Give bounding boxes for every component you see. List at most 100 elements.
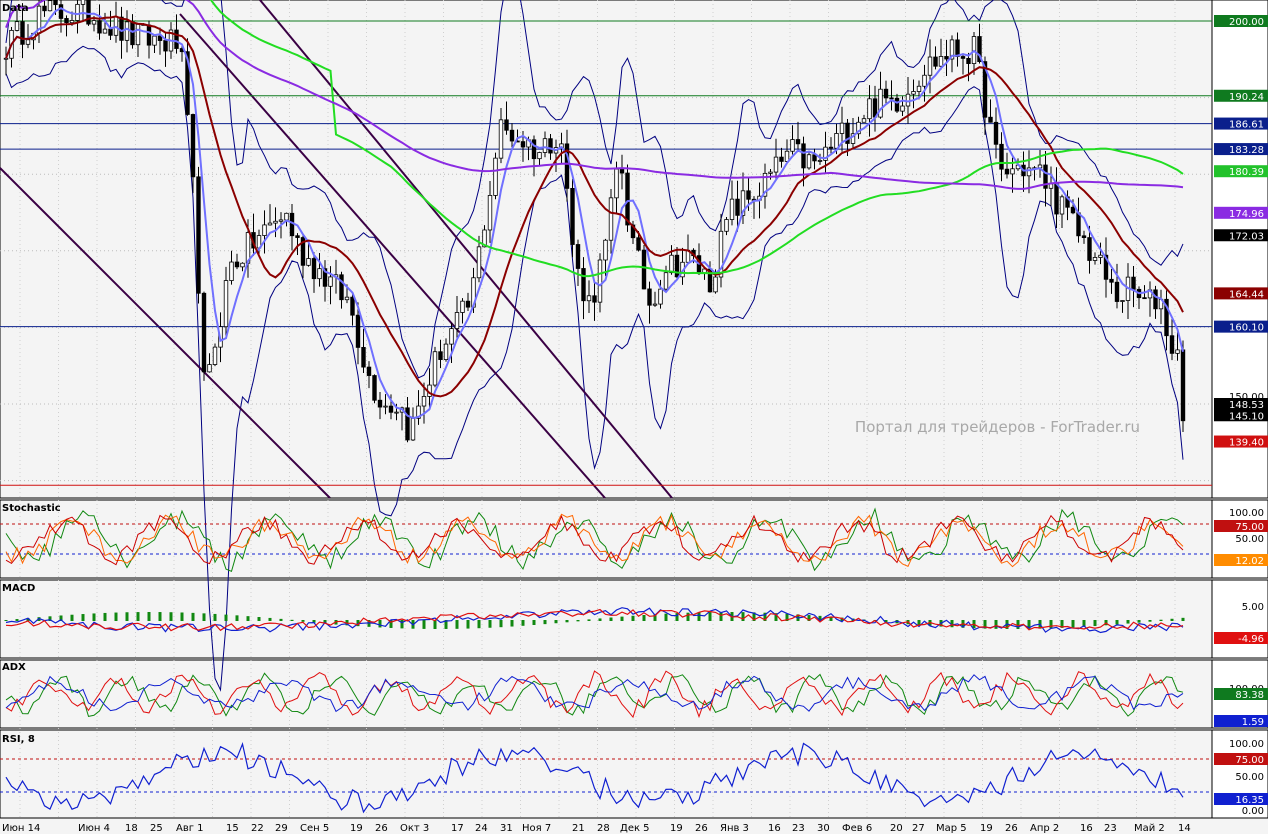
stoch-badge-label: 12.02: [1235, 556, 1264, 567]
macd-bar: [675, 613, 679, 621]
price-badge: [1214, 15, 1268, 27]
candle-body: [146, 24, 152, 46]
macd-bar: [235, 615, 239, 621]
candle-body: [768, 171, 773, 174]
x-axis-label: 28: [597, 823, 610, 834]
x-axis-label: Ноя 7: [522, 823, 551, 834]
price-badge: [1214, 320, 1268, 333]
candle-body: [520, 141, 526, 148]
candle-body: [20, 21, 25, 45]
candle-body: [592, 295, 597, 303]
macd-bar: [1082, 620, 1086, 627]
candle-body: [295, 235, 300, 238]
candle-body: [377, 399, 383, 408]
x-axis-label: 22: [251, 823, 264, 834]
macd-bar: [444, 620, 448, 629]
candle-body: [119, 16, 124, 41]
candle-body: [1131, 276, 1136, 290]
candle-body: [993, 121, 999, 145]
macd-bar: [554, 620, 558, 624]
candle-body: [201, 292, 207, 373]
ma-slow-line: [5, 0, 1184, 190]
candle-body: [597, 259, 603, 303]
rsi-line: [5, 741, 1184, 814]
x-axis-label: 21: [572, 823, 585, 834]
candle-body: [1098, 254, 1103, 258]
stochastic-panel: [0, 499, 1213, 579]
macd-bar: [191, 612, 195, 621]
x-axis-label: Май 2: [1134, 823, 1165, 834]
candle-body: [350, 296, 355, 316]
price-badge-label: 148.53: [1229, 400, 1264, 411]
candle-body: [669, 254, 674, 274]
adx-badge-label: 83.38: [1235, 690, 1264, 701]
candle-body: [416, 405, 421, 419]
macd-bar: [1093, 620, 1097, 627]
macd-bar: [26, 618, 30, 621]
candle-body: [493, 157, 498, 196]
candle-body: [25, 39, 31, 45]
bollinger-lower-line: [5, 45, 1184, 692]
candle-body: [581, 268, 586, 302]
candle-body: [273, 220, 278, 224]
candle-body: [421, 396, 427, 407]
macd-bar: [59, 615, 63, 621]
candle-body: [91, 20, 97, 25]
macd-bar: [917, 620, 921, 626]
macd-bar: [290, 619, 294, 621]
macd-bar: [719, 612, 723, 621]
candle-body: [69, 20, 75, 24]
price-badge: [1214, 143, 1268, 156]
candle-body: [108, 28, 113, 36]
candle-body: [542, 138, 548, 153]
candle-body: [652, 303, 658, 306]
candle-body: [1142, 297, 1147, 300]
price-badge: [1214, 229, 1268, 242]
x-axis-label: 18: [125, 823, 138, 834]
macd-bar: [488, 620, 492, 628]
ma-fast-line: [5, 6, 1184, 420]
candle-body: [487, 195, 493, 231]
candle-body: [223, 280, 229, 328]
candle-body: [438, 351, 443, 360]
rsi-tick-label: 0.00: [1242, 806, 1264, 817]
macd-bar: [1170, 618, 1174, 621]
macd-bar: [378, 620, 382, 628]
stoch-badge: [1214, 520, 1268, 532]
candle-body: [185, 51, 190, 115]
candle-body: [850, 133, 856, 144]
candle-body: [905, 93, 911, 107]
stoch-d-line: [5, 513, 1184, 568]
price-badge: [1214, 206, 1268, 219]
candle-body: [267, 222, 273, 226]
macd-badge: [1214, 632, 1268, 644]
candle-body: [135, 23, 141, 46]
channel-line-0: [0, 167, 331, 499]
macd-bar: [48, 616, 52, 621]
x-axis-label: 26: [1005, 823, 1018, 834]
candle-body: [955, 39, 960, 57]
macd-bar: [741, 612, 745, 621]
candle-body: [53, 0, 58, 6]
candle-body: [1092, 257, 1098, 261]
candle-body: [3, 57, 9, 60]
candle-body: [509, 129, 515, 142]
candle-body: [383, 405, 388, 408]
macd-bar: [400, 620, 404, 629]
candle-body: [196, 176, 201, 294]
candle-body: [300, 237, 306, 266]
candle-body: [482, 229, 487, 248]
macd-bar: [565, 620, 569, 623]
candle-body: [1109, 278, 1114, 283]
macd-bar: [543, 620, 547, 625]
candle-body: [674, 254, 680, 278]
macd-panel: [0, 579, 1213, 659]
candle-body: [207, 364, 212, 373]
x-axis-label: 23: [792, 823, 805, 834]
stoch-tick-label: 100.00: [1229, 508, 1264, 519]
candle-body: [284, 212, 289, 221]
macd-bar: [1049, 620, 1053, 629]
x-axis-label: 27: [912, 823, 925, 834]
x-axis-label: Дек 5: [620, 823, 650, 834]
